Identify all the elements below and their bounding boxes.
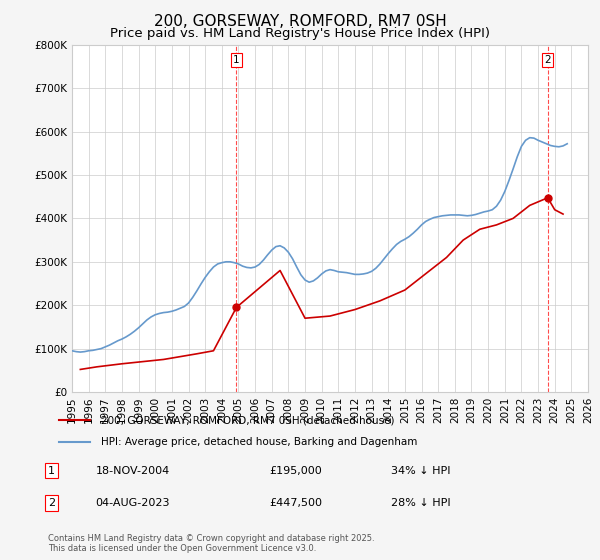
Text: 200, GORSEWAY, ROMFORD, RM7 0SH (detached house): 200, GORSEWAY, ROMFORD, RM7 0SH (detache… <box>101 415 394 425</box>
Text: 1: 1 <box>233 55 240 65</box>
Text: £195,000: £195,000 <box>270 465 323 475</box>
Text: 1: 1 <box>48 465 55 475</box>
Text: 34% ↓ HPI: 34% ↓ HPI <box>391 465 451 475</box>
Text: 28% ↓ HPI: 28% ↓ HPI <box>391 498 451 508</box>
Text: Contains HM Land Registry data © Crown copyright and database right 2025.
This d: Contains HM Land Registry data © Crown c… <box>48 534 374 553</box>
Text: HPI: Average price, detached house, Barking and Dagenham: HPI: Average price, detached house, Bark… <box>101 437 417 447</box>
Text: Price paid vs. HM Land Registry's House Price Index (HPI): Price paid vs. HM Land Registry's House … <box>110 27 490 40</box>
Text: 04-AUG-2023: 04-AUG-2023 <box>95 498 170 508</box>
Text: 200, GORSEWAY, ROMFORD, RM7 0SH: 200, GORSEWAY, ROMFORD, RM7 0SH <box>154 14 446 29</box>
Text: 2: 2 <box>544 55 551 65</box>
Text: 18-NOV-2004: 18-NOV-2004 <box>95 465 170 475</box>
Text: £447,500: £447,500 <box>270 498 323 508</box>
Text: 2: 2 <box>48 498 55 508</box>
